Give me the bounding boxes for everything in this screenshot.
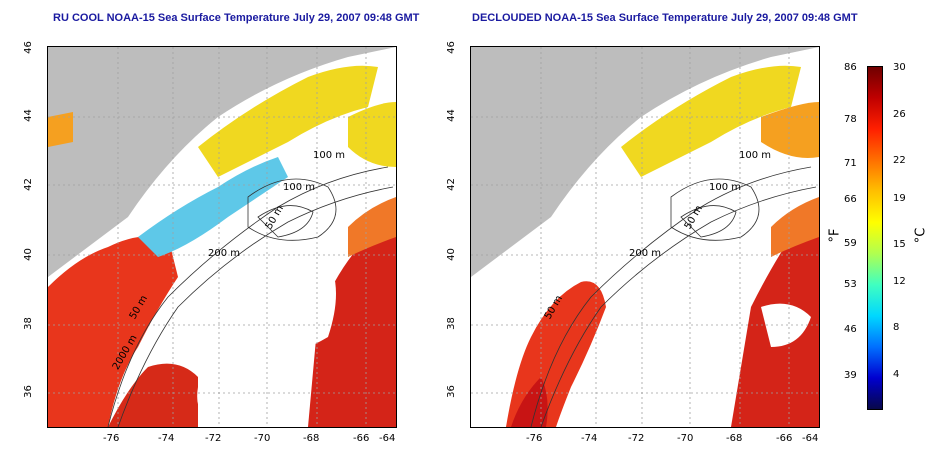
- right-x-tick: -64: [802, 433, 819, 444]
- left-y-tick: 40: [22, 248, 34, 261]
- right-contour-label-1: 100 m: [739, 150, 772, 161]
- left-x-tick: -74: [158, 433, 175, 444]
- colorbar-f-label: 71: [844, 158, 857, 169]
- colorbar-f-label: 59: [844, 238, 857, 249]
- colorbar-c-label: 8: [893, 322, 900, 333]
- right-x-tick: -72: [628, 433, 645, 444]
- left-x-tick: -72: [205, 433, 222, 444]
- right-x-tick: -74: [581, 433, 598, 444]
- left-map-canvas: [48, 47, 396, 427]
- right-y-tick: 44: [445, 109, 457, 122]
- temperature-colorbar: [867, 66, 883, 410]
- colorbar-c-label: 19: [893, 193, 906, 204]
- colorbar-f-label: 66: [844, 194, 857, 205]
- left-y-tick: 46: [22, 41, 34, 54]
- right-x-tick: -76: [526, 433, 543, 444]
- right-y-tick: 42: [445, 178, 457, 191]
- left-x-tick: -66: [353, 433, 370, 444]
- left-y-tick: 42: [22, 178, 34, 191]
- colorbar-f-label: 53: [844, 279, 857, 290]
- left-y-tick: 36: [22, 385, 34, 398]
- colorbar-f-label: 86: [844, 62, 857, 73]
- right-map-title: DECLOUDED NOAA-15 Sea Surface Temperatur…: [472, 12, 858, 24]
- colorbar-c-label: 22: [893, 155, 906, 166]
- colorbar-f-label: 39: [844, 370, 857, 381]
- colorbar-c-label: 15: [893, 239, 906, 250]
- colorbar-f-label: 78: [844, 114, 857, 125]
- right-x-tick: -66: [776, 433, 793, 444]
- right-sst-map[interactable]: 100 m 100 m 50 m 200 m 50 m: [470, 46, 820, 428]
- left-sst-map[interactable]: 100 m 100 m 50 m 200 m 50 m 2000 m: [47, 46, 397, 428]
- right-y-tick: 46: [445, 41, 457, 54]
- left-y-tick: 38: [22, 317, 34, 330]
- left-contour-label-2: 100 m: [283, 182, 316, 193]
- left-y-tick: 44: [22, 109, 34, 122]
- left-x-tick: -70: [254, 433, 271, 444]
- colorbar-c-label: 4: [893, 369, 900, 380]
- right-y-tick: 40: [445, 248, 457, 261]
- left-x-tick: -68: [303, 433, 320, 444]
- right-contour-label-4: 200 m: [629, 248, 662, 259]
- right-x-tick: -70: [677, 433, 694, 444]
- left-x-tick: -64: [379, 433, 396, 444]
- right-y-tick: 36: [445, 385, 457, 398]
- right-x-tick: -68: [726, 433, 743, 444]
- colorbar-c-label: 26: [893, 109, 906, 120]
- right-y-tick: 38: [445, 317, 457, 330]
- right-contour-label-2: 100 m: [709, 182, 742, 193]
- left-x-tick: -76: [103, 433, 120, 444]
- colorbar-c-label: 30: [893, 62, 906, 73]
- colorbar-celsius-unit: °C: [913, 227, 929, 244]
- left-contour-label-1: 100 m: [313, 150, 346, 161]
- left-contour-label-4: 200 m: [208, 248, 241, 259]
- colorbar-fahrenheit-unit: °F: [827, 228, 843, 243]
- colorbar-f-label: 46: [844, 324, 857, 335]
- colorbar-c-label: 12: [893, 276, 906, 287]
- right-map-canvas: [471, 47, 819, 427]
- left-map-title: RU COOL NOAA-15 Sea Surface Temperature …: [53, 12, 420, 24]
